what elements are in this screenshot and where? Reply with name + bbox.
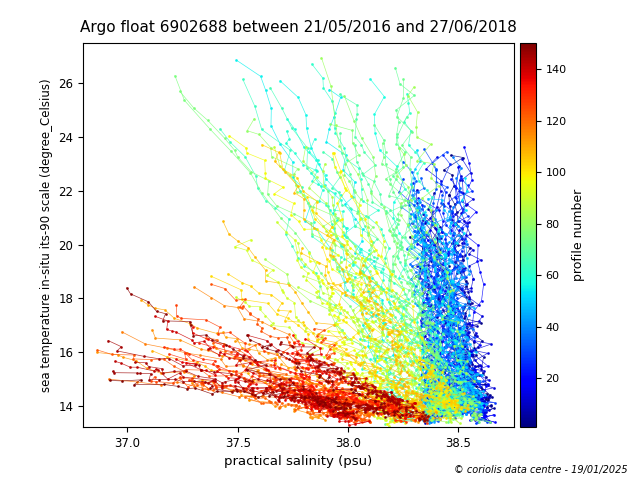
Text: © coriolis data centre - 19/01/2025: © coriolis data centre - 19/01/2025: [454, 465, 627, 475]
Y-axis label: profile number: profile number: [572, 189, 585, 281]
X-axis label: practical salinity (psu): practical salinity (psu): [224, 456, 372, 468]
Title: Argo float 6902688 between 21/05/2016 and 27/06/2018: Argo float 6902688 between 21/05/2016 an…: [80, 20, 516, 35]
Y-axis label: sea temperature in-situ its-90 scale (degree_Celsius): sea temperature in-situ its-90 scale (de…: [40, 78, 53, 392]
